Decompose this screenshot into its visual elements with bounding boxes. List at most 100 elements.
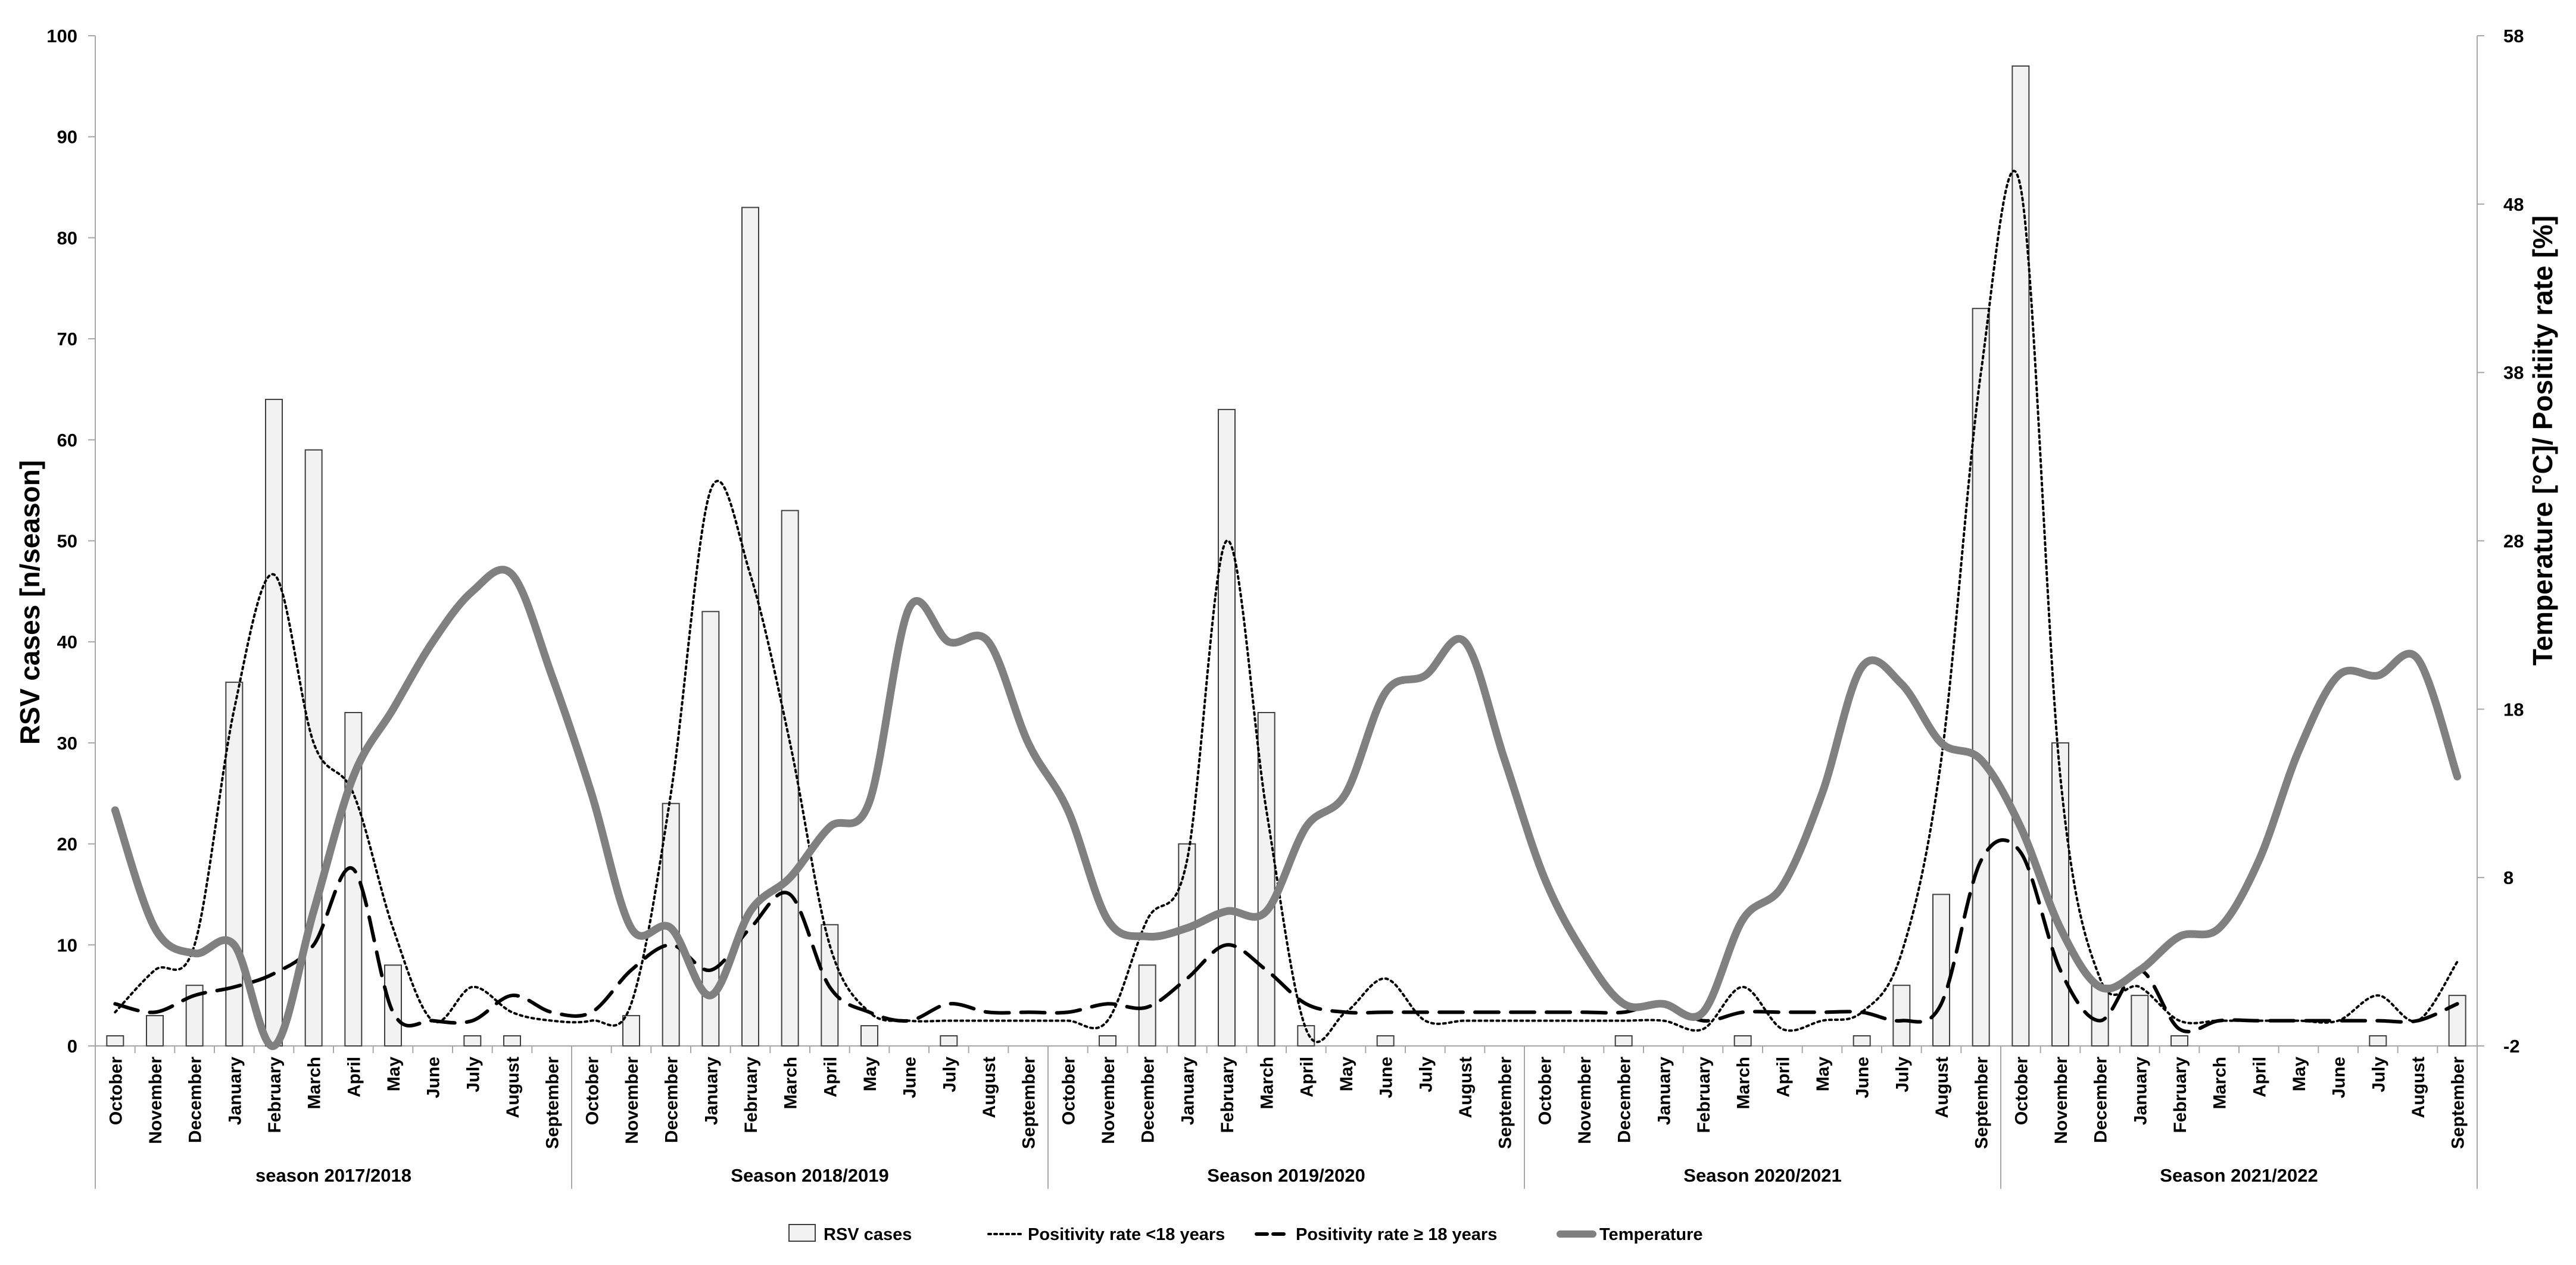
x-tick-label: September [1496,1057,1515,1149]
x-tick-label: January [701,1057,721,1125]
y-tick-label: 90 [57,127,77,148]
rsv-bar [940,1035,958,1047]
rsv-bar [265,398,283,1047]
rsv-bar [1932,894,1950,1047]
x-tick-label: December [1139,1057,1158,1143]
y-axis-title: RSV cases [n/season] [14,460,45,745]
y2-tick-label: 18 [2503,699,2524,720]
y2-tick-label: 38 [2503,363,2524,383]
x-tick-label: September [1972,1057,1992,1149]
x-tick-label: August [1456,1057,1476,1118]
x-tick-label: March [781,1057,801,1109]
rsv-bar [2091,985,2109,1047]
rsv-bar [1892,985,1911,1047]
x-tick-label: April [1773,1057,1793,1097]
y-tick-label: 70 [57,329,77,349]
season-label: Season 2018/2019 [731,1165,888,1186]
legend-label: Positivity rate <18 years [1028,1225,1225,1244]
x-tick-label: July [1892,1057,1912,1092]
x-tick-label: November [2051,1057,2071,1144]
x-tick-label: August [980,1057,999,1118]
x-tick-label: August [503,1057,523,1118]
season-label: Season 2021/2022 [2160,1165,2318,1186]
y-tick-label: 50 [57,531,77,552]
x-tick-label: July [2369,1057,2388,1092]
bars-layer [106,65,2466,1047]
x-tick-label: September [1019,1057,1039,1149]
rsv-bar [304,449,323,1047]
x-tick-label: March [1258,1057,1277,1109]
y-tick-label: 30 [57,733,77,754]
y2-tick-label: 28 [2503,531,2524,552]
x-tick-label: March [2210,1057,2230,1109]
x-tick-label: April [2250,1057,2269,1097]
x-tick-label: June [900,1057,920,1098]
x-tick-label: January [1654,1057,1674,1125]
x-tick-label: March [305,1057,325,1109]
season-groups: season 2017/2018 Season 2018/2019 Season 2… [95,1046,2478,1189]
x-tick-label: July [940,1057,959,1092]
x-tick-label: March [1734,1057,1754,1109]
x-tick-label: July [1416,1057,1436,1092]
x-tick-label: May [1813,1057,1833,1092]
rsv-bar [106,1035,124,1047]
x-tick-label: September [2449,1057,2468,1149]
rsv-bar [2011,65,2030,1047]
x-tick-label: February [741,1057,761,1133]
legend-label: Positivity rate ≥ 18 years [1296,1225,1497,1244]
x-tick-label: April [821,1057,840,1097]
x-tick-label: June [1377,1057,1396,1098]
legend-label: RSV cases [824,1225,912,1244]
legend-label: Temperature [1599,1225,1703,1244]
season-label: Season 2019/2020 [1207,1165,1365,1186]
x-tick-label: February [265,1057,285,1133]
rsv-bar [384,964,402,1047]
rsv-bar [1733,1035,1752,1047]
x-tick-label: February [2170,1057,2190,1133]
rsv-bar [1178,843,1196,1047]
rsv-bar [781,510,799,1047]
season-label: season 2017/2018 [255,1165,411,1186]
axes [95,36,2478,1047]
x-tick-label: May [2290,1057,2309,1092]
rsv-bar [2369,1035,2387,1047]
y-tick-label: 40 [57,632,77,652]
rsv-bar [1099,1035,1117,1047]
x-tick-label: October [1059,1057,1078,1125]
x-tick-label: September [543,1057,563,1149]
y-tick-label: 20 [57,834,77,855]
rsv-bar [1972,308,1990,1047]
season-label: Season 2020/2021 [1683,1165,1841,1186]
x-tick-label: November [622,1057,642,1144]
x-tick-label: June [1853,1057,1873,1098]
x-labels-layer: October November December January February Ma… [95,1046,2468,1149]
x-tick-label: August [2409,1057,2428,1118]
x-tick-label: April [344,1057,364,1097]
x-tick-label: June [424,1057,444,1098]
x-tick-label: May [1337,1057,1356,1092]
y2-tick-label: 48 [2503,194,2524,215]
x-tick-label: October [1535,1057,1555,1125]
x-tick-label: August [1932,1057,1952,1118]
x-tick-label: October [582,1057,602,1125]
x-tick-label: January [2131,1057,2150,1125]
x-tick-label: November [1575,1057,1595,1144]
rsv-bar [2131,995,2149,1047]
rsv-bar [1614,1035,1633,1047]
positivity-18-plus-line [113,838,2459,1033]
x-tick-label: December [186,1057,205,1143]
lines-layer [111,170,2462,1050]
legend-swatch-rsv [788,1224,816,1242]
rsv-bar [860,1025,878,1047]
rsv-bar [146,1015,164,1047]
x-tick-label: February [1694,1057,1714,1133]
x-tick-label: December [662,1057,682,1143]
x-tick-label: January [225,1057,245,1125]
x-tick-label: December [2091,1057,2111,1143]
x-tick-label: October [106,1057,126,1125]
legend: RSV cases Positivity rate <18 years Positi… [788,1224,1703,1244]
ticks-layer: 0 10 20 30 40 50 60 70 80 90 100 -2 8 18 28 38 48 58 [46,26,2524,1057]
y-tick-label: 80 [57,227,77,248]
rsv-bar [622,1015,640,1047]
